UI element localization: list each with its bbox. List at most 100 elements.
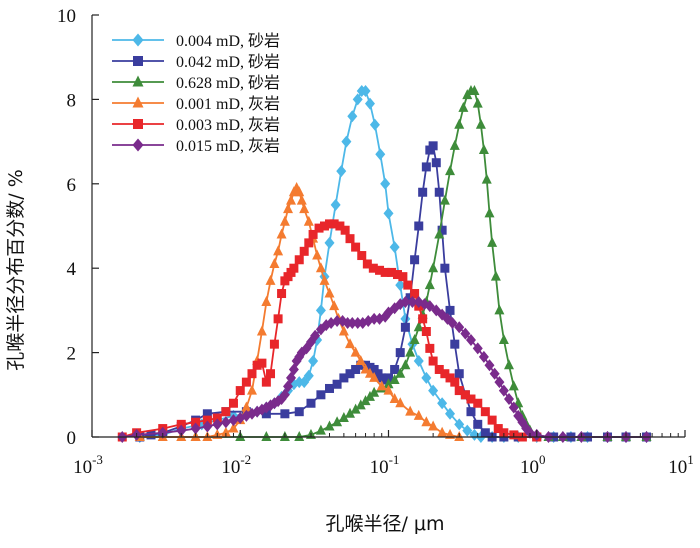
data-point <box>414 221 424 231</box>
data-point <box>286 194 297 205</box>
data-point <box>466 407 476 417</box>
data-point <box>425 343 435 353</box>
data-point <box>324 236 335 249</box>
data-point <box>437 397 448 410</box>
data-point <box>428 141 438 151</box>
data-point <box>389 241 400 254</box>
data-point <box>364 367 375 378</box>
data-point <box>410 255 420 265</box>
data-point <box>434 364 444 374</box>
data-point <box>369 386 380 397</box>
legend-label: 0.001 mD, 灰岩 <box>176 95 280 113</box>
data-point <box>202 420 213 433</box>
data-point <box>395 367 406 378</box>
data-point <box>332 379 342 389</box>
data-point <box>487 415 497 425</box>
data-point <box>360 363 371 374</box>
data-point <box>413 321 424 332</box>
data-point <box>398 272 408 282</box>
data-point <box>445 428 456 439</box>
data-point <box>261 295 272 306</box>
data-point <box>220 426 231 437</box>
data-point <box>329 219 339 229</box>
data-point <box>273 314 283 324</box>
data-point <box>325 219 335 229</box>
data-point <box>458 101 469 112</box>
data-point <box>392 270 402 280</box>
data-point <box>314 223 324 233</box>
series-5 <box>117 219 542 442</box>
data-point <box>440 369 450 379</box>
data-point <box>380 267 390 277</box>
data-point <box>332 314 343 327</box>
data-point <box>350 346 361 357</box>
x-tick-label: 10-2 <box>221 452 251 478</box>
data-point <box>489 367 500 380</box>
data-point <box>357 251 367 261</box>
data-point <box>418 314 428 324</box>
data-point <box>472 97 483 108</box>
legend: 0.004 mD, 砂岩 0.042 mD, 砂岩 0.628 mD, 砂岩 0.00… <box>112 32 280 155</box>
data-point <box>241 377 251 387</box>
data-point <box>360 84 371 97</box>
data-point <box>487 236 498 247</box>
data-point <box>355 355 366 366</box>
data-point <box>478 144 489 155</box>
data-point <box>351 364 361 374</box>
data-point <box>454 118 465 129</box>
x-tick-label: 10-1 <box>370 452 400 478</box>
data-point <box>289 263 299 273</box>
data-point <box>376 380 387 391</box>
data-point <box>261 431 272 441</box>
data-point <box>303 369 314 382</box>
data-point <box>418 187 428 197</box>
data-point <box>241 401 252 412</box>
data-point <box>324 420 335 431</box>
data-point <box>508 380 519 391</box>
y-tick-label: 4 <box>67 259 77 280</box>
data-point <box>395 397 406 408</box>
data-point <box>332 416 343 427</box>
data-point <box>431 158 441 168</box>
data-point <box>325 383 335 393</box>
data-point <box>345 369 355 379</box>
data-point <box>454 386 464 396</box>
data-point <box>424 279 435 290</box>
data-point <box>338 325 349 336</box>
data-point <box>220 416 231 429</box>
data-point <box>473 398 483 408</box>
data-point <box>389 393 400 404</box>
data-point <box>315 304 326 317</box>
data-point <box>434 228 445 239</box>
data-point <box>228 398 238 408</box>
data-point <box>304 238 314 248</box>
data-point <box>395 279 406 292</box>
data-point <box>383 384 394 395</box>
data-point <box>490 270 501 281</box>
data-point <box>440 263 450 273</box>
data-point <box>294 407 304 417</box>
data-point <box>269 257 280 268</box>
data-point <box>465 333 476 346</box>
legend-label: 0.004 mD, 砂岩 <box>176 32 280 50</box>
data-point <box>312 249 323 260</box>
data-point <box>247 369 257 379</box>
data-point <box>146 430 156 440</box>
data-point <box>410 289 420 299</box>
data-point <box>269 339 279 349</box>
data-point <box>345 234 355 244</box>
legend-marker <box>132 33 144 47</box>
data-point <box>387 267 397 277</box>
data-point <box>400 295 411 308</box>
data-point <box>405 405 416 416</box>
data-point <box>454 369 464 379</box>
data-point <box>368 263 378 273</box>
data-point <box>421 162 431 172</box>
data-point <box>484 359 495 372</box>
legend-item: 0.003 mD, 灰岩 <box>112 116 280 134</box>
data-point <box>480 407 490 417</box>
legend-item: 0.042 mD, 砂岩 <box>112 53 280 71</box>
legend-label: 0.042 mD, 砂岩 <box>176 53 280 71</box>
data-point <box>445 165 456 176</box>
